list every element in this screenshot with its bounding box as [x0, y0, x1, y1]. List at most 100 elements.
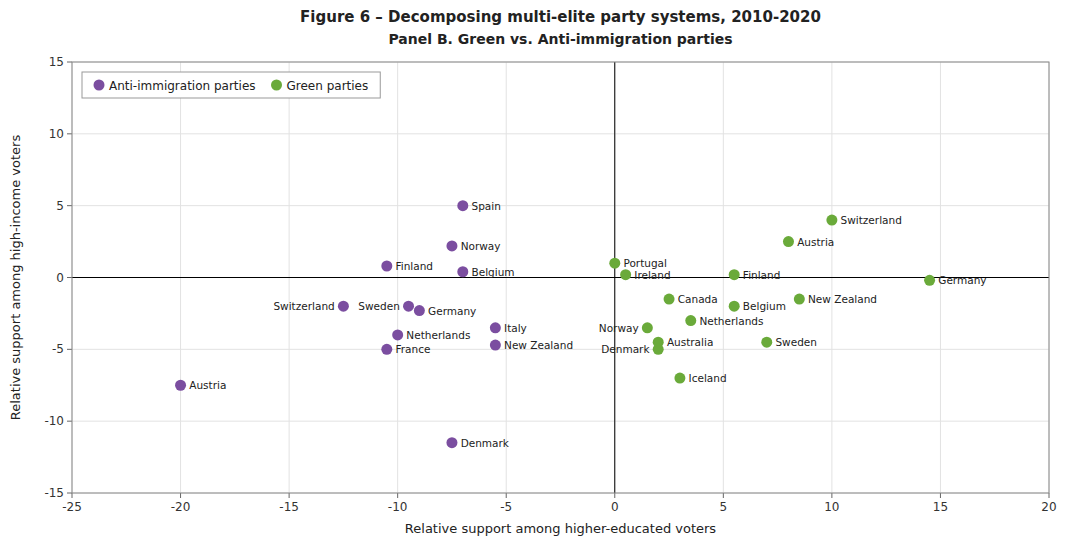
y-tick [67, 205, 72, 206]
y-tick-label: 0 [56, 271, 64, 285]
x-tick [614, 493, 615, 498]
point-label: Netherlands [406, 329, 470, 341]
point-label: Germany [938, 274, 986, 286]
point [826, 215, 837, 226]
point-label: Portugal [623, 257, 667, 269]
point [490, 322, 501, 333]
x-tick [397, 493, 398, 498]
x-tick-label: -10 [388, 500, 408, 514]
x-tick-label: 10 [824, 500, 839, 514]
y-tick [67, 349, 72, 350]
y-tick-label: 5 [56, 199, 64, 213]
point-label: Italy [504, 322, 527, 334]
legend-label: Green parties [287, 79, 369, 93]
x-tick [506, 493, 507, 498]
background [0, 0, 1071, 545]
y-tick-label: 10 [49, 127, 64, 141]
point [664, 294, 675, 305]
point [685, 315, 696, 326]
point-label: Belgium [743, 300, 786, 312]
point [175, 380, 186, 391]
title: Figure 6 – Decomposing multi-elite party… [300, 8, 821, 26]
point-labels: Spain Norway Finland Belgium Switzerland Swed… [189, 200, 986, 449]
x-tick [180, 493, 181, 498]
x-tick [72, 493, 73, 498]
point-label: Sweden [775, 336, 817, 348]
point [620, 269, 631, 280]
point-label: Belgium [471, 266, 514, 278]
y-grid-line [72, 133, 1049, 134]
point-label: Denmark [461, 437, 510, 449]
point-label: Norway [461, 240, 501, 252]
point-label: Finland [743, 269, 781, 281]
points [175, 200, 935, 448]
y-tick [67, 133, 72, 134]
point-label: Germany [428, 305, 476, 317]
x-tick-label: -5 [500, 500, 512, 514]
point-label: Denmark [601, 343, 650, 355]
legend-marker [271, 80, 282, 91]
point-label: New Zealand [808, 293, 877, 305]
point [783, 236, 794, 247]
point [338, 301, 349, 312]
point [761, 337, 772, 348]
point [729, 301, 740, 312]
grid [72, 62, 1049, 493]
y-tick-label: 15 [49, 55, 64, 69]
point-label: Spain [471, 200, 500, 212]
point [392, 329, 403, 340]
point-label: Sweden [358, 300, 400, 312]
point [414, 305, 425, 316]
x-tick-label: -20 [171, 500, 191, 514]
y-tick-label: -10 [44, 414, 64, 428]
y-tick [67, 277, 72, 278]
point-label: Canada [678, 293, 718, 305]
x-tick [1049, 493, 1050, 498]
point-label: Finland [395, 260, 433, 272]
legend-marker [94, 80, 105, 91]
legend-box [82, 72, 380, 98]
x-tick [940, 493, 941, 498]
y-tick-label: -5 [52, 342, 64, 356]
x-tick-label: 15 [933, 500, 948, 514]
y-tick [67, 493, 72, 494]
point [924, 275, 935, 286]
point-label: Netherlands [699, 315, 763, 327]
zero-line-y [72, 277, 1049, 278]
point [729, 269, 740, 280]
point [403, 301, 414, 312]
point [794, 294, 805, 305]
point [381, 261, 392, 272]
point [457, 266, 468, 277]
point [446, 240, 457, 251]
point-label: Switzerland [273, 300, 334, 312]
x-grid-line [614, 62, 615, 493]
x-tick-label: -15 [279, 500, 299, 514]
y-grid-line [72, 205, 1049, 206]
x-tick [289, 493, 290, 498]
y-axis-label: Relative support among high-income voter… [8, 135, 23, 421]
y-tick [67, 62, 72, 63]
point-label: Austria [189, 379, 226, 391]
point [653, 344, 664, 355]
legend-label: Anti-immigration parties [109, 79, 256, 93]
x-tick-label: -25 [62, 500, 82, 514]
point-label: Ireland [634, 269, 670, 281]
legend: Anti-immigration parties Green parties [82, 72, 380, 98]
point [457, 200, 468, 211]
point [381, 344, 392, 355]
point [642, 322, 653, 333]
y-tick-label: -15 [44, 486, 64, 500]
zero-line-x [614, 62, 615, 493]
x-tick-label: 20 [1041, 500, 1056, 514]
y-tick [67, 421, 72, 422]
x-tick-label: 5 [720, 500, 728, 514]
point [674, 373, 685, 384]
x-tick-label: 0 [611, 500, 619, 514]
plot-frame [72, 62, 1049, 493]
point [446, 437, 457, 448]
point-label: Switzerland [841, 214, 902, 226]
y-grid-line [72, 277, 1049, 278]
point-label: Norway [599, 322, 639, 334]
point-label: Iceland [689, 372, 727, 384]
